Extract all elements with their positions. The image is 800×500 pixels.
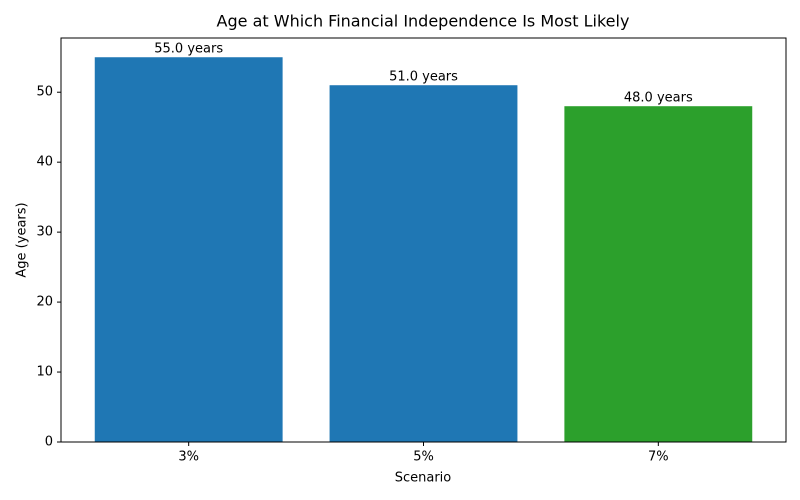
y-tick-label: 20 <box>36 295 53 310</box>
y-tick-label: 50 <box>36 85 53 100</box>
y-tick-label: 40 <box>36 155 53 170</box>
x-tick-label: 7% <box>648 450 669 465</box>
plot-frame <box>60 37 787 443</box>
bar <box>94 57 283 442</box>
value-label: 48.0 years <box>624 91 693 106</box>
y-axis-label: Age (years) <box>15 202 30 277</box>
y-tick-label: 10 <box>36 365 53 380</box>
chart-title: Age at Which Financial Independence Is M… <box>217 12 630 31</box>
x-axis-label: Scenario <box>395 471 452 486</box>
value-label: 51.0 years <box>389 70 458 85</box>
y-tick-label: 30 <box>36 225 53 240</box>
value-label: 55.0 years <box>154 42 223 57</box>
x-tick-label: 5% <box>413 450 434 465</box>
y-tick-label: 0 <box>45 435 53 450</box>
x-tick-label: 3% <box>178 450 199 465</box>
bar <box>564 106 753 442</box>
bar <box>329 85 518 443</box>
